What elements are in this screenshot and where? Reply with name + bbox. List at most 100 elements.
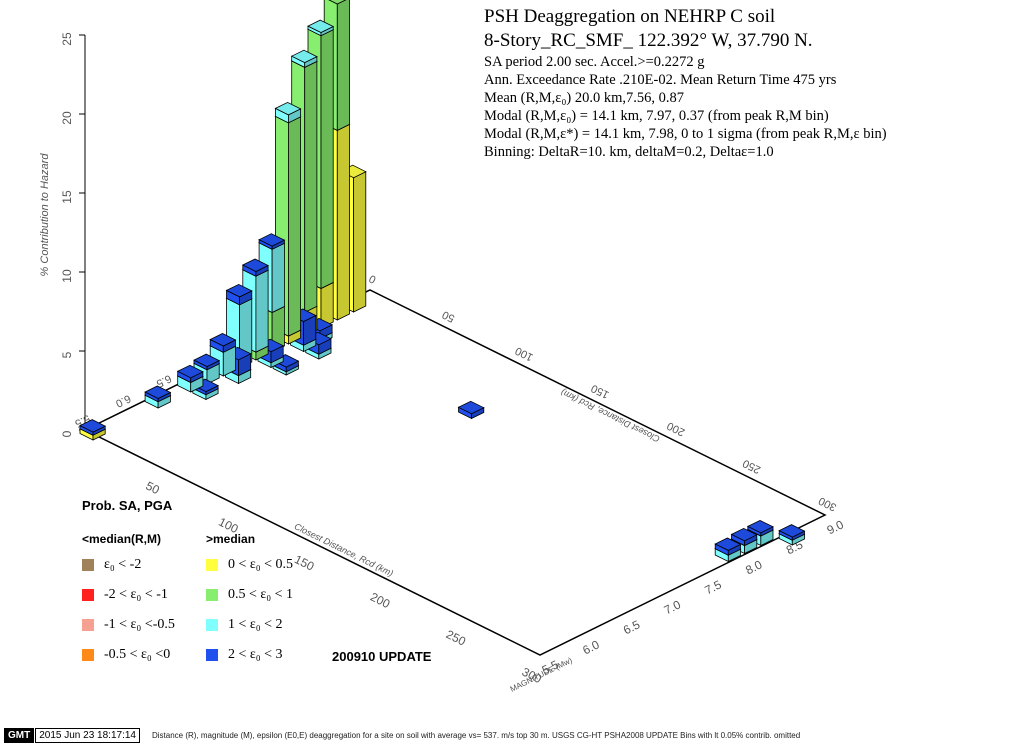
legend-item: -0.5 < ε₀ <0 bbox=[82, 646, 170, 664]
legend-below-median-heading: <median(R,M) bbox=[82, 532, 162, 546]
legend-item: ε₀ < -2 bbox=[82, 556, 141, 574]
z-tick-label: 5 bbox=[60, 351, 74, 358]
legend-swatch bbox=[206, 589, 218, 601]
bar-stack bbox=[79, 419, 107, 441]
bar-segment-top bbox=[144, 385, 172, 399]
bar-segment-top bbox=[209, 333, 237, 347]
bar-segment-side bbox=[287, 116, 302, 337]
bar-segment-top bbox=[778, 524, 806, 538]
z-tick-label: 20 bbox=[60, 111, 74, 125]
distance-tick-label-back: 200 bbox=[665, 419, 687, 438]
magnitude-axis-label: MAGNITUDE (Mw) bbox=[509, 656, 574, 694]
distance-tick-label-back: 0 bbox=[367, 272, 378, 285]
chart-header: PSH Deaggregation on NEHRP C soil 8-Stor… bbox=[484, 5, 1024, 161]
bar-stack bbox=[714, 537, 742, 563]
legend-label: -1 < ε₀ <-0.5 bbox=[104, 617, 175, 632]
bar-stack bbox=[778, 524, 806, 546]
distance-tick-label-back: 300 bbox=[817, 494, 839, 513]
magnitude-tick-label: 7.0 bbox=[662, 597, 683, 617]
bar-segment-top bbox=[457, 400, 485, 415]
bar-segment-top bbox=[328, 0, 347, 5]
legend-label: ε₀ < -2 bbox=[104, 557, 142, 572]
chart-site: 8-Story_RC_SMF_ 122.392° W, 37.790 N. bbox=[484, 29, 813, 51]
distance-tick-label-back: 100 bbox=[513, 344, 535, 363]
chart-legend: Prob. SA, PGA <median(R,M) >median ε₀ < … bbox=[82, 498, 442, 678]
chart-title: PSH Deaggregation on NEHRP C soil bbox=[484, 6, 776, 27]
bar-segment-top bbox=[307, 19, 335, 33]
bar-segment-top bbox=[241, 258, 270, 272]
legend-item: 0 < ε₀ < 0.5 bbox=[206, 556, 293, 574]
header-line-modal-rm: Modal (R,M,ε₀) = 14.1 km, 7.97, 0.37 (fr… bbox=[484, 107, 829, 124]
z-tick-label: 0 bbox=[60, 430, 74, 437]
bar-segment-top bbox=[79, 419, 107, 433]
legend-label: 2 < ε₀ < 3 bbox=[228, 647, 283, 662]
legend-swatch bbox=[82, 589, 94, 601]
bar-stack bbox=[176, 364, 204, 393]
legend-swatch bbox=[82, 559, 94, 571]
legend-item: 0.5 < ε₀ < 1 bbox=[206, 586, 293, 604]
magnitude-tick-label: 7.5 bbox=[703, 577, 724, 597]
bar-segment-top bbox=[258, 233, 286, 247]
magnitude-tick-label: 6.5 bbox=[621, 617, 642, 637]
bar-stack bbox=[144, 385, 172, 409]
legend-item: 2 < ε₀ < 3 bbox=[206, 646, 283, 664]
footer-caption: Distance (R), magnitude (M), epsilon (E0… bbox=[151, 730, 801, 740]
z-tick-label: 15 bbox=[60, 190, 74, 204]
bar-stack bbox=[457, 400, 485, 420]
legend-label: 0 < ε₀ < 0.5 bbox=[228, 557, 294, 572]
bar-segment-top bbox=[746, 519, 774, 534]
bar-segment-top bbox=[714, 537, 742, 551]
bar-segment-top bbox=[290, 49, 318, 64]
magnitude-tick-label-back: 6.0 bbox=[114, 392, 133, 410]
distance-tick-label: 250 bbox=[444, 627, 468, 649]
legend-item: -2 < ε₀ < -1 bbox=[82, 586, 168, 604]
distance-tick-label-back: 50 bbox=[440, 308, 456, 324]
legend-label: -2 < ε₀ < -1 bbox=[104, 587, 168, 602]
header-line-binning: Binning: DeltaR=10. km, deltaM=0.2, Delt… bbox=[484, 144, 774, 161]
bar-segment-top bbox=[274, 101, 302, 116]
update-label: 200910 UPDATE bbox=[332, 649, 432, 664]
header-line-period: SA period 2.00 sec. Accel.>=0.2272 g bbox=[484, 53, 705, 70]
bar-segment-side bbox=[320, 29, 334, 290]
bar-segment-side bbox=[271, 242, 285, 314]
bar-segment-top bbox=[176, 364, 204, 379]
legend-item: -1 < ε₀ <-0.5 bbox=[82, 616, 175, 634]
header-line-mean: Mean (R,M,ε₀) 20.0 km,7.56, 0.87 bbox=[484, 89, 685, 106]
legend-label: 0.5 < ε₀ < 1 bbox=[228, 587, 294, 602]
legend-title: Prob. SA, PGA bbox=[82, 498, 173, 513]
legend-swatch bbox=[82, 649, 94, 661]
legend-swatch bbox=[82, 619, 94, 631]
magnitude-tick-label: 8.0 bbox=[743, 557, 764, 577]
legend-swatch bbox=[206, 619, 218, 631]
z-tick-label: 25 bbox=[60, 32, 74, 46]
timestamp: 2015 Jun 23 18:17:14 bbox=[35, 727, 140, 743]
bar-segment-side bbox=[304, 60, 318, 313]
distance-tick-label: 50 bbox=[144, 479, 162, 498]
distance-tick-label-back: 150 bbox=[589, 382, 611, 401]
legend-swatch bbox=[206, 559, 218, 571]
legend-label: 1 < ε₀ < 2 bbox=[228, 617, 283, 632]
bar-segment-top bbox=[225, 283, 253, 298]
legend-above-median-heading: >median bbox=[206, 532, 256, 546]
header-line-modal-rme: Modal (R,M,ε*) = 14.1 km, 7.98, 0 to 1 s… bbox=[484, 126, 887, 142]
bar-segment-top bbox=[193, 353, 221, 368]
distance-axis-label-back: Closest Distance, Rcd (km) bbox=[559, 387, 661, 444]
gmt-logo: GMT bbox=[4, 727, 35, 743]
magnitude-tick-label: 6.0 bbox=[580, 637, 601, 657]
header-line-exceedance: Ann. Exceedance Rate .210E-02. Mean Retu… bbox=[484, 71, 837, 88]
magnitude-tick-label: 9.0 bbox=[825, 517, 846, 537]
bar-segment-top bbox=[730, 527, 758, 542]
footer-bar: GMT 2015 Jun 23 18:17:14 Distance (R), m… bbox=[4, 727, 800, 743]
legend-label: -0.5 < ε₀ <0 bbox=[104, 647, 171, 662]
magnitude-tick-label: 5.5 bbox=[540, 657, 561, 677]
z-axis-label: % Contribution to Hazard bbox=[39, 153, 51, 277]
bar-segment-side bbox=[353, 171, 367, 313]
distance-tick-label-back: 250 bbox=[741, 457, 763, 476]
bar-segment-side bbox=[336, 0, 350, 132]
chart-bars bbox=[79, 0, 806, 563]
bar-segment-side bbox=[255, 269, 269, 353]
legend-item: 1 < ε₀ < 2 bbox=[206, 616, 283, 634]
legend-swatch bbox=[206, 649, 218, 661]
z-tick-label: 10 bbox=[60, 269, 74, 283]
